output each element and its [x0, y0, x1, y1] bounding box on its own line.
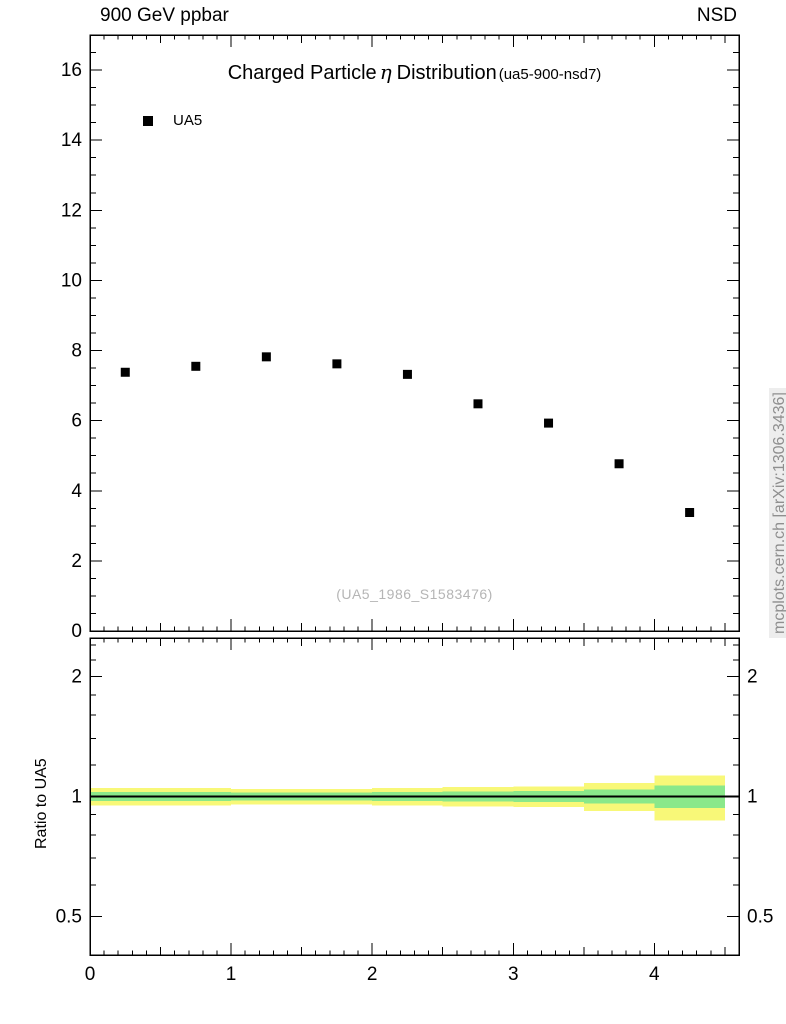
svg-text:2: 2: [71, 551, 82, 572]
svg-text:10: 10: [61, 270, 82, 291]
plot-title: Charged Particle η Distribution (ua5-900-ns…: [90, 60, 739, 85]
header-trigger-label: NSD: [696, 5, 737, 26]
svg-text:8: 8: [71, 341, 82, 362]
plot-title-tag: (ua5-900-nsd7): [498, 66, 602, 83]
svg-text:14: 14: [61, 130, 83, 151]
svg-text:0: 0: [71, 621, 82, 642]
svg-text:1: 1: [226, 964, 237, 985]
svg-text:4: 4: [649, 964, 660, 985]
mcplots-side-caption: mcplots.cern.ch [arXiv:1306.3436]: [769, 388, 786, 638]
plot-title-suffix: Distribution: [396, 62, 497, 84]
svg-text:2: 2: [367, 964, 378, 985]
legend-label-ua5: UA5: [173, 112, 203, 129]
svg-text:0.5: 0.5: [56, 906, 82, 927]
svg-text:12: 12: [61, 200, 82, 221]
plot-title-text: Charged Particle: [227, 62, 377, 84]
svg-text:3: 3: [508, 964, 519, 985]
svg-text:4: 4: [71, 481, 82, 502]
svg-text:6: 6: [71, 411, 82, 432]
legend-square-marker-icon: [143, 115, 153, 126]
legend: UA5: [143, 112, 202, 129]
svg-text:1: 1: [71, 787, 82, 808]
ratio-axis-title: Ratio to UA5: [33, 758, 50, 849]
svg-text:2: 2: [747, 667, 758, 688]
svg-text:2: 2: [71, 667, 82, 688]
eta-symbol: η: [379, 60, 392, 84]
svg-text:0: 0: [85, 964, 96, 985]
header-energy-label: 900 GeV ppbar: [100, 5, 229, 26]
analysis-watermark: (UA5_1986_S1583476): [336, 586, 493, 602]
svg-text:16: 16: [61, 60, 82, 81]
svg-text:0.5: 0.5: [747, 906, 773, 927]
svg-text:1: 1: [747, 787, 758, 808]
